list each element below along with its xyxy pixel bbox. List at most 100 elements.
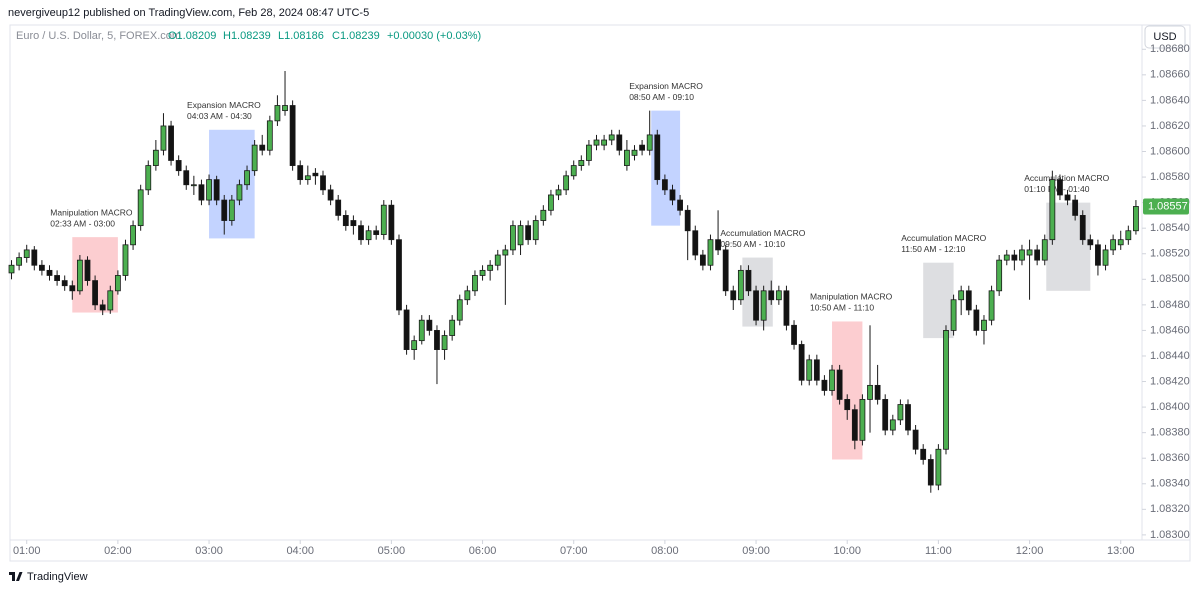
candle-body [1034, 249, 1041, 261]
y-tick-label: 1.08420 [1150, 375, 1190, 387]
candle-body [631, 149, 638, 156]
candle-body [320, 175, 326, 191]
candle-body [145, 165, 152, 191]
y-tick-label: 1.08540 [1150, 222, 1190, 234]
candle-body [92, 280, 98, 306]
candle-body [548, 194, 554, 211]
macro-title: Expansion MACRO [629, 81, 703, 91]
candle-body [1095, 244, 1101, 266]
candle-body [213, 179, 220, 201]
candle-body [342, 215, 349, 227]
candle-body [16, 257, 23, 266]
candle-body [1110, 239, 1117, 251]
candle-body [722, 249, 729, 292]
candle-body [198, 184, 205, 201]
candle-body [449, 319, 456, 336]
candle-body [768, 290, 775, 301]
y-tick-label: 1.08320 [1150, 503, 1190, 515]
candle-body [236, 184, 243, 201]
candle-body [965, 290, 972, 311]
candles [8, 71, 1139, 493]
candle-body [221, 199, 228, 221]
candle-body [692, 230, 699, 256]
macro-title: Accumulation MACRO [901, 233, 986, 243]
candle-body [624, 149, 630, 166]
candle-body [874, 384, 881, 400]
x-tick-label: 07:00 [560, 545, 588, 557]
x-tick-label: 10:00 [833, 545, 861, 557]
candle-body [745, 269, 752, 292]
candle-body [943, 330, 949, 450]
header-open: O1.08209 [168, 30, 216, 42]
currency-label[interactable]: USD [1153, 31, 1176, 43]
x-tick-label: 13:00 [1107, 545, 1135, 557]
macro-zone [832, 321, 863, 460]
candle-body [1011, 254, 1018, 261]
macro-zone [923, 262, 954, 339]
candle-body [327, 189, 334, 201]
candle-body [669, 189, 676, 201]
candle-body [274, 105, 281, 122]
candle-body [677, 199, 683, 211]
currency-button[interactable] [1144, 25, 1186, 49]
candle-body [586, 144, 592, 161]
header-change: +0.00030 (+0.03%) [387, 30, 481, 42]
candle-body [8, 264, 15, 274]
candle-body [1117, 239, 1124, 246]
last-price-box [1143, 198, 1189, 215]
candle-body [578, 160, 585, 166]
candle-body [935, 448, 942, 486]
candle-body [1072, 199, 1079, 216]
candle-body [836, 369, 843, 400]
macro-time: 01:10 PM - 01:40 [1024, 184, 1089, 194]
candle-body [358, 225, 364, 241]
y-tick-label: 1.08440 [1150, 350, 1190, 362]
candle-body [335, 199, 342, 216]
x-tick-label: 12:00 [1016, 545, 1044, 557]
candle-body [160, 125, 167, 151]
brand-logo [9, 572, 23, 581]
candle-body [380, 204, 387, 235]
last-price-label: 1.08557 [1148, 200, 1188, 212]
candle-body [411, 340, 418, 350]
macro-title: Manipulation MACRO [810, 292, 893, 302]
macro-time: 09:50 AM - 10:10 [720, 239, 785, 249]
candle-body [61, 280, 68, 287]
candle-body [616, 134, 623, 151]
candle-body [1026, 249, 1033, 256]
candle-body [1087, 239, 1094, 246]
candle-body [403, 309, 410, 350]
chart-frame [9, 24, 1191, 562]
candle-body [312, 172, 319, 177]
candle-body [190, 184, 197, 187]
candle-body [798, 344, 805, 381]
y-tick-label: 1.08360 [1150, 452, 1190, 464]
candle-body [730, 290, 737, 301]
y-tick-label: 1.08600 [1150, 145, 1190, 157]
y-tick-label: 1.08400 [1150, 401, 1190, 413]
candle-body [753, 290, 759, 321]
candle-body [266, 120, 273, 151]
candle-body [152, 149, 159, 166]
candle-body [654, 134, 661, 181]
candle-body [783, 290, 790, 326]
candle-body [304, 175, 311, 181]
candle-body [69, 285, 76, 292]
x-tick-label: 08:00 [651, 545, 679, 557]
candle-body [1003, 254, 1010, 261]
candle-body [502, 249, 509, 256]
candle-body [760, 290, 767, 321]
candle-body [396, 239, 402, 311]
candle-body [46, 269, 53, 276]
macro-time: 02:33 AM - 03:00 [50, 218, 115, 228]
candle-body [517, 225, 524, 246]
macro-time: 04:03 AM - 04:30 [187, 111, 252, 121]
y-tick-label: 1.08680 [1150, 43, 1190, 55]
candle-body [897, 404, 904, 421]
publisher-line: nevergiveup12 published on TradingView.c… [8, 7, 369, 19]
candle-body [487, 264, 494, 271]
x-tick-label: 05:00 [378, 545, 406, 557]
x-tick-label: 03:00 [195, 545, 223, 557]
x-tick-label: 02:00 [104, 545, 132, 557]
